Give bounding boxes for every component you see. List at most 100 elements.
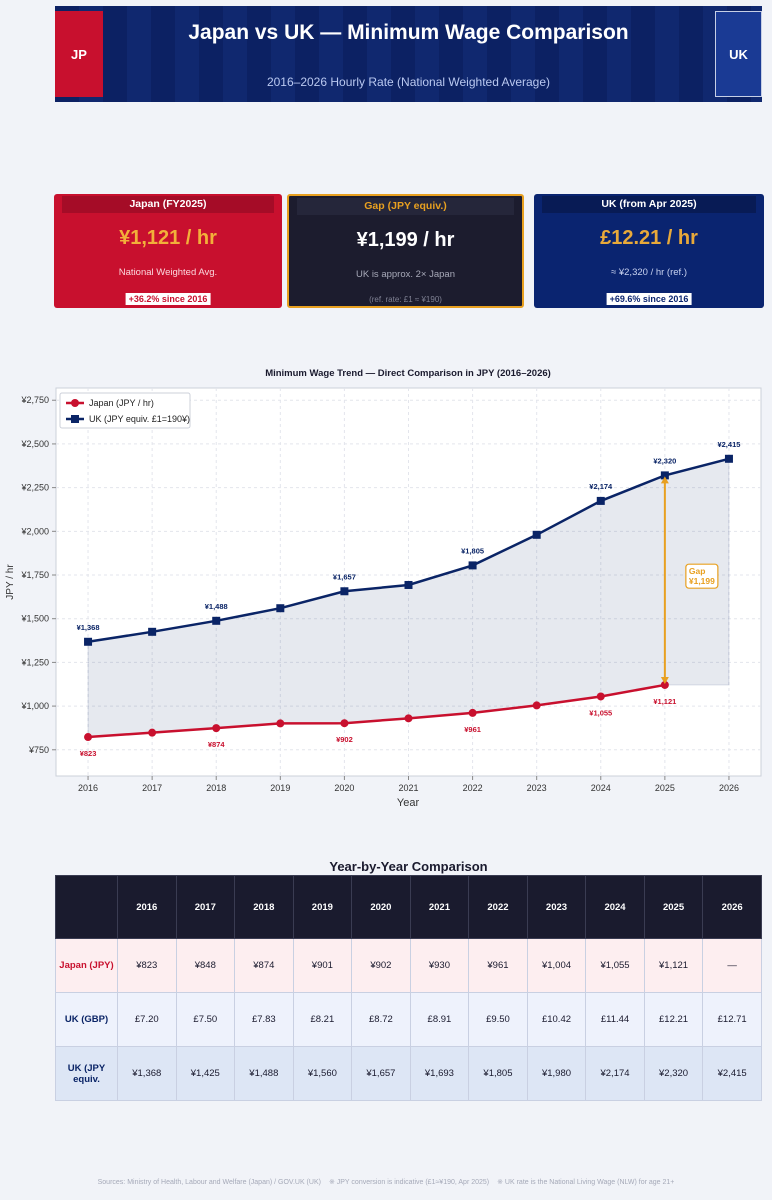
table-cell: ¥1,121 [643, 938, 704, 993]
y-axis-label: JPY / hr [5, 564, 16, 600]
card-value: £12.21 / hr [600, 227, 698, 249]
x-tick-label: 2016 [78, 783, 98, 793]
x-tick-label: 2026 [719, 783, 739, 793]
footer-note: ※ JPY conversion is indicative (£1≈¥190,… [328, 1179, 490, 1186]
table-cell: ¥930 [409, 938, 470, 993]
table-cell: ¥1,805 [468, 1046, 528, 1101]
series-line [87, 683, 666, 739]
x-axis-label: Year [397, 797, 420, 809]
column-header: 2023 [526, 875, 587, 939]
column-header: 2017 [175, 875, 236, 939]
table-cell: £7.20 [117, 992, 177, 1047]
marker [340, 587, 349, 596]
x-tick-label: 2024 [591, 783, 611, 793]
y-tick-label: ¥2,250 [20, 483, 49, 493]
card-ref: (ref. rate: £1 ≈ ¥190) [369, 295, 442, 304]
uk-flag: UK [715, 11, 762, 97]
table-cell: ¥2,174 [585, 1046, 645, 1101]
marker [660, 680, 669, 689]
marker [404, 580, 413, 589]
y-tick-label: ¥1,750 [20, 570, 49, 580]
card-label: Gap (JPY equiv.) [297, 198, 514, 215]
table-cell: ¥823 [117, 938, 177, 993]
value-label: ¥874 [208, 740, 226, 749]
marker [468, 561, 477, 570]
table-cell: ¥902 [351, 938, 411, 993]
card-label: Japan (FY2025) [62, 196, 274, 213]
card-badge: +69.6% since 2016 [606, 293, 692, 305]
arrow-head [660, 676, 669, 684]
table-cell: £12.21 [643, 992, 704, 1047]
row-label: UK (GBP) [55, 992, 118, 1047]
page-title: Japan vs UK — Minimum Wage Comparison [188, 21, 629, 44]
arrow-head [660, 476, 669, 484]
marker [148, 627, 157, 636]
y-tick-label: ¥1,500 [20, 614, 49, 624]
legend-label: Japan (JPY / hr) [89, 398, 154, 408]
marker [404, 714, 413, 723]
value-label: ¥2,415 [717, 440, 740, 449]
footer-note: ※ UK rate is the National Living Wage (N… [497, 1179, 675, 1186]
column-header: 2020 [351, 875, 411, 939]
chart: Minimum Wage Trend — Direct Comparison i… [5, 368, 762, 809]
column-header: 2021 [409, 875, 470, 939]
card-label: UK (from Apr 2025) [542, 196, 756, 213]
value-label: ¥1,488 [205, 602, 228, 611]
table-cell: ¥1,004 [526, 938, 587, 993]
annotation-box [685, 563, 719, 589]
card-value: ¥1,199 / hr [356, 229, 455, 251]
legend-marker [71, 399, 79, 407]
column-header: 2019 [292, 875, 353, 939]
value-label: ¥1,121 [653, 697, 676, 706]
row-label: Japan (JPY) [55, 938, 118, 993]
table-cell: ¥2,320 [643, 1046, 704, 1101]
gap-card: Gap (JPY equiv.) ¥1,199 / hr UK is appro… [287, 194, 524, 308]
marker [84, 733, 93, 742]
x-tick-label: 2017 [142, 783, 162, 793]
footer-note: Sources: Ministry of Health, Labour and … [97, 1179, 321, 1186]
y-tick-label: ¥2,000 [20, 526, 49, 536]
column-header: 2022 [468, 875, 528, 939]
y-tick-label: ¥1,250 [20, 657, 49, 667]
marker [212, 724, 221, 733]
page-subtitle: 2016–2026 Hourly Rate (National Weighted… [266, 75, 551, 89]
header-row: 2016 2017 2018 2019 2020 2021 2022 2023 2024 2025… [55, 875, 762, 939]
marker [340, 719, 349, 728]
marker [276, 604, 285, 613]
marker [596, 496, 605, 505]
table-cell: — [702, 938, 762, 993]
marker [532, 530, 541, 539]
japan-card: Japan (FY2025) ¥1,121 / hr National Weig… [54, 194, 282, 308]
value-label: ¥902 [336, 735, 353, 744]
table-cell: ¥1,368 [117, 1046, 177, 1101]
table-cell: £8.72 [351, 992, 411, 1047]
table-cell: £8.21 [292, 992, 353, 1047]
x-tick-label: 2021 [398, 783, 418, 793]
card-note: ≈ ¥2,320 / hr (ref.) [611, 267, 687, 278]
header: JP UK Japan vs UK — Minimum Wage Compari… [55, 6, 762, 102]
table-cell: ¥901 [292, 938, 353, 993]
corner-cell [55, 875, 118, 939]
column-header: 2026 [702, 875, 762, 939]
value-label: ¥961 [464, 725, 481, 734]
column-header: 2016 [117, 875, 177, 939]
value-label: ¥1,657 [333, 572, 356, 581]
value-label: ¥2,320 [653, 456, 676, 465]
uk-card: UK (from Apr 2025) £12.21 / hr ≈ ¥2,320 … [534, 194, 764, 308]
table-cell: £7.83 [234, 992, 294, 1047]
value-label: ¥1,055 [589, 708, 612, 717]
x-tick-label: 2023 [527, 783, 547, 793]
x-tick-label: 2019 [270, 783, 290, 793]
table-cell: £8.91 [409, 992, 470, 1047]
column-header: 2025 [643, 875, 704, 939]
table-cell: ¥2,415 [702, 1046, 762, 1101]
legend-marker [71, 415, 79, 423]
table-cell: ¥848 [175, 938, 236, 993]
x-tick-label: 2018 [206, 783, 226, 793]
marker [532, 701, 541, 710]
y-tick-label: ¥1,000 [20, 701, 49, 711]
table-cell: ¥961 [468, 938, 528, 993]
table-cell: ¥1,488 [234, 1046, 294, 1101]
card-badge: +36.2% since 2016 [125, 293, 211, 305]
